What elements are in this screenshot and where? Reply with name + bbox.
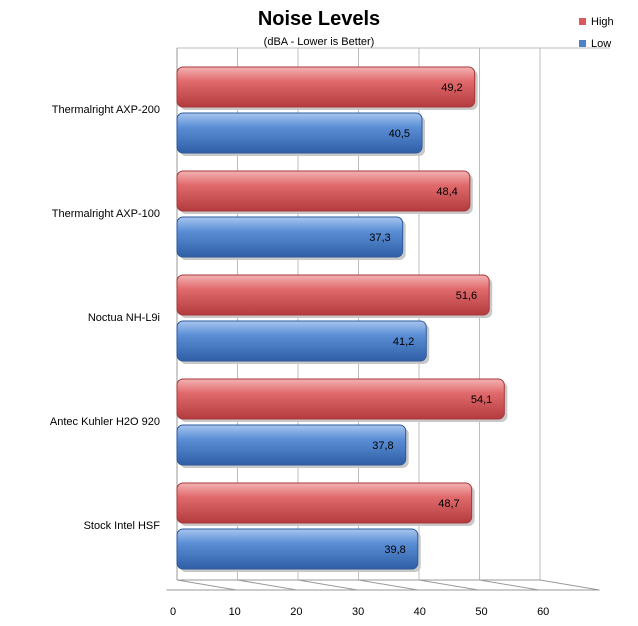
category-label: Thermalright AXP-100 (52, 208, 160, 220)
chart-title: Noise Levels (257, 8, 381, 30)
legend-swatch-high (579, 18, 586, 25)
x-tick-label: 10 (229, 606, 241, 618)
legend-item-low: Low (579, 38, 611, 50)
data-label: 37,3 (369, 232, 390, 244)
gridline-floor (539, 579, 600, 591)
data-label: 48,7 (438, 498, 459, 510)
gridline-floor (418, 579, 479, 591)
category-label: Stock Intel HSF (84, 520, 161, 532)
data-label: 51,6 (456, 290, 477, 302)
bar-low (176, 320, 427, 362)
x-tick-label: 40 (414, 606, 426, 618)
bar-low (176, 216, 404, 258)
chart-subtitle: (dBA - Lower is Better) (263, 36, 375, 48)
legend-item-high: High (579, 16, 614, 28)
category-label: Noctua NH-L9i (88, 312, 160, 324)
legend-label-low: Low (591, 38, 612, 50)
legend-swatch-low (579, 40, 586, 47)
gridline-floor (297, 579, 358, 591)
gridline-floor (358, 579, 419, 591)
legend-label-high: High (591, 16, 614, 28)
bar-low (176, 528, 419, 570)
x-tick-label: 30 (352, 606, 364, 618)
data-label: 37,8 (372, 440, 393, 452)
data-label: 49,2 (441, 82, 462, 94)
x-tick-label: 50 (475, 606, 487, 618)
bar-high (176, 378, 505, 420)
data-label: 40,5 (389, 128, 410, 140)
data-label: 48,4 (436, 186, 457, 198)
bar-high (176, 170, 471, 212)
gridline-floor (176, 579, 237, 591)
bar-high (176, 274, 490, 316)
data-label: 41,2 (393, 336, 414, 348)
bar-high (176, 66, 476, 108)
data-label: 39,8 (384, 544, 405, 556)
data-label: 54,1 (471, 394, 492, 406)
gridline-floor (479, 579, 540, 591)
x-tick-label: 0 (170, 606, 176, 618)
bar-high (176, 482, 473, 524)
gridline-floor (237, 579, 298, 591)
bar-low (176, 112, 423, 154)
bar-low (176, 424, 407, 466)
category-label: Thermalright AXP-200 (52, 104, 160, 116)
x-tick-label: 20 (290, 606, 302, 618)
category-label: Antec Kuhler H2O 920 (50, 416, 160, 428)
x-tick-label: 60 (537, 606, 549, 618)
